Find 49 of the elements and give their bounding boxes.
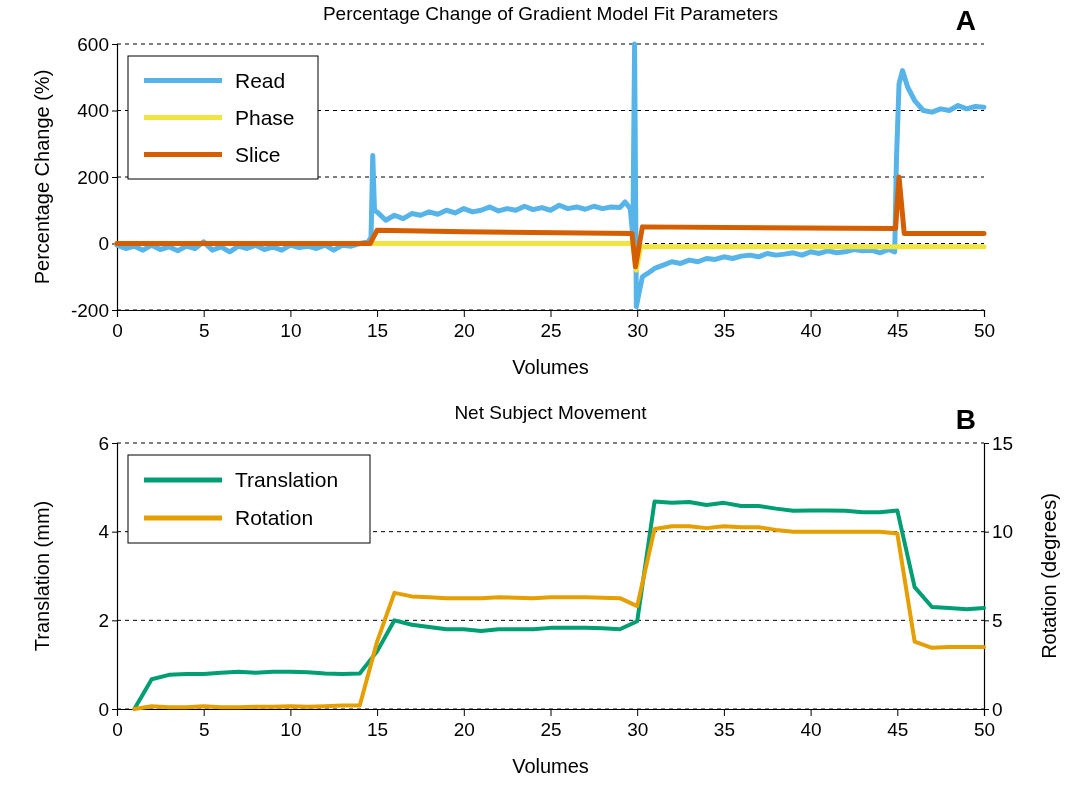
- legend-label: Slice: [235, 142, 281, 166]
- y-tick-label: 600: [77, 33, 109, 55]
- legend-label: Phase: [235, 105, 295, 129]
- y2-tick-label: 15: [992, 432, 1014, 454]
- x-tick-label: 40: [800, 719, 822, 741]
- x-tick-label: 30: [627, 719, 649, 741]
- x-tick-label: 40: [800, 320, 822, 342]
- legend-label: Read: [235, 68, 286, 92]
- x-tick-label: 50: [973, 719, 996, 741]
- x-tick-label: 45: [887, 320, 909, 342]
- x-tick-label: 35: [713, 719, 735, 741]
- x-tick-label: 20: [453, 719, 475, 741]
- x-tick-label: 20: [453, 320, 475, 342]
- y-tick-label: 0: [98, 233, 109, 255]
- x-tick-label: 50: [973, 320, 996, 342]
- y2-axis-title: Rotation (degrees): [1038, 493, 1060, 659]
- x-tick-label: 35: [713, 320, 735, 342]
- x-tick-label: 0: [112, 719, 123, 741]
- x-tick-label: 0: [112, 320, 123, 342]
- x-tick-label: 15: [367, 320, 389, 342]
- y-axis-title: Translation (mm): [31, 500, 53, 652]
- y-tick-label: 0: [98, 698, 109, 720]
- chart-title: Net Subject Movement: [454, 402, 648, 423]
- x-tick-label: 5: [198, 719, 210, 741]
- x-tick-label: 5: [198, 320, 210, 342]
- text: B: [955, 404, 976, 435]
- y-tick-label: 400: [77, 100, 109, 122]
- y-tick-label: 6: [98, 432, 109, 454]
- x-axis-title: Volumes: [512, 356, 589, 378]
- legend-label: Translation: [235, 468, 339, 491]
- text: A: [955, 5, 976, 36]
- legend-label: Rotation: [235, 506, 314, 529]
- x-axis-title: Volumes: [512, 755, 589, 777]
- y-tick-label: -200: [70, 299, 109, 321]
- y-tick-label: 2: [98, 609, 109, 631]
- y-tick-label: 200: [77, 166, 109, 188]
- x-tick-label: 45: [887, 719, 909, 741]
- x-tick-label: 10: [280, 320, 302, 342]
- x-tick-label: 25: [540, 719, 562, 741]
- y2-tick-label: 5: [992, 609, 1003, 631]
- x-tick-label: 10: [280, 719, 302, 741]
- x-tick-label: 30: [627, 320, 649, 342]
- y-tick-label: 4: [98, 521, 110, 543]
- y2-tick-label: 10: [992, 521, 1014, 543]
- y2-tick-label: 0: [992, 698, 1003, 720]
- x-tick-label: 25: [540, 320, 562, 342]
- chart-title: Percentage Change of Gradient Model Fit Parameters: [322, 3, 779, 24]
- x-tick-label: 15: [367, 719, 389, 741]
- y-axis-title: Percentage Change (%): [31, 69, 53, 285]
